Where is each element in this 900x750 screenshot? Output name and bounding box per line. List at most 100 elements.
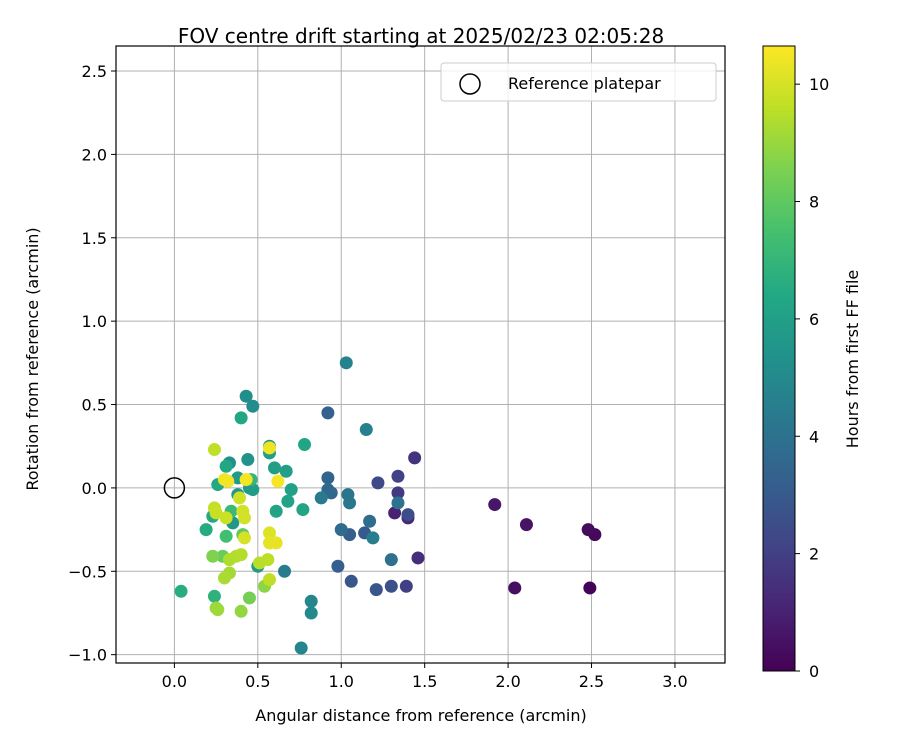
x-tick-label: 3.0: [662, 672, 687, 691]
data-point: [339, 356, 353, 370]
data-point: [304, 594, 318, 608]
y-tick-label: 0.0: [82, 479, 107, 498]
y-tick-label: 2.5: [82, 62, 107, 81]
x-tick-label: 0.0: [162, 672, 187, 691]
data-point: [241, 453, 255, 467]
x-tick-label: 0.5: [245, 672, 270, 691]
data-point: [583, 581, 597, 595]
colorbar-tick-label: 4: [809, 427, 819, 446]
colorbar-tick-label: 0: [809, 662, 819, 681]
data-point: [284, 483, 298, 497]
data-point: [239, 389, 253, 403]
legend: Reference platepar: [440, 62, 717, 102]
data-point: [343, 496, 357, 510]
x-tick-label: 2.0: [495, 672, 520, 691]
data-point: [363, 514, 377, 528]
data-point: [261, 553, 275, 567]
colorbar-ticks: 0 2 4 6 8 10: [795, 75, 829, 681]
colorbar: 0 2 4 6 8 10 Hours from first FF file: [762, 45, 862, 681]
data-point: [219, 459, 233, 473]
colorbar-tick-label: 8: [809, 193, 819, 212]
x-axis: 0.0 0.5 1.0 1.5 2.0 2.5 3.0: [162, 663, 688, 691]
data-point: [581, 523, 595, 537]
data-point: [369, 583, 383, 597]
data-point: [246, 483, 260, 497]
data-point: [391, 486, 405, 500]
data-point: [278, 564, 292, 578]
data-point: [488, 498, 502, 512]
legend-marker: [459, 73, 481, 95]
data-point: [399, 579, 413, 593]
data-point: [519, 518, 533, 532]
data-point: [234, 548, 248, 562]
y-tick-label: 0.5: [82, 396, 107, 415]
x-axis-label: Angular distance from reference (arcmin): [255, 706, 586, 725]
plot-frame: [115, 45, 726, 664]
data-point: [508, 581, 522, 595]
y-tick-label: 2.0: [82, 145, 107, 164]
data-point: [242, 591, 256, 605]
data-point: [207, 443, 221, 457]
data-point: [206, 549, 220, 563]
data-point: [359, 423, 373, 437]
data-point: [271, 474, 285, 488]
y-tick-label: 1.5: [82, 229, 107, 248]
data-point: [334, 523, 348, 537]
data-point: [314, 491, 328, 505]
data-point: [237, 531, 251, 545]
data-point: [408, 451, 422, 465]
data-point: [174, 584, 188, 598]
legend-box: [440, 62, 717, 102]
data-point: [366, 531, 380, 545]
x-tick-label: 1.5: [412, 672, 437, 691]
data-point: [321, 406, 335, 420]
data-point: [321, 471, 335, 485]
y-tick-label: 1.0: [82, 312, 107, 331]
data-point: [268, 461, 282, 475]
data-point: [217, 571, 231, 585]
colorbar-label: Hours from first FF file: [843, 270, 862, 449]
data-point: [234, 411, 248, 425]
data-point: [199, 523, 213, 537]
colorbar-tick-label: 6: [809, 310, 819, 329]
data-points: [174, 356, 602, 655]
data-point: [279, 464, 293, 478]
y-tick-label: −0.5: [68, 562, 107, 581]
data-point: [263, 526, 277, 540]
data-point: [263, 573, 277, 587]
y-axis-label: Rotation from reference (arcmin): [23, 227, 42, 490]
grid: [116, 46, 725, 663]
y-tick-label: −1.0: [68, 646, 107, 665]
data-point: [207, 589, 221, 603]
x-tick-label: 2.5: [579, 672, 604, 691]
data-point: [269, 536, 283, 550]
data-point: [298, 438, 312, 452]
data-point: [232, 491, 246, 505]
colorbar-gradient: [762, 45, 796, 672]
data-point: [384, 579, 398, 593]
data-point: [296, 503, 310, 517]
data-point: [331, 559, 345, 573]
colorbar-tick-label: 10: [809, 75, 829, 94]
data-point: [411, 551, 425, 565]
data-point: [263, 441, 277, 455]
reference-marker-layer: [163, 477, 186, 499]
colorbar-tick-label: 2: [809, 545, 819, 564]
data-point: [246, 399, 260, 413]
data-point: [237, 511, 251, 525]
data-point: [234, 604, 248, 618]
chart-title: FOV centre drift starting at 2025/02/23 …: [178, 24, 664, 48]
data-point: [211, 603, 225, 617]
data-point: [281, 494, 295, 508]
legend-label: Reference platepar: [508, 74, 661, 93]
data-point: [219, 529, 233, 543]
x-tick-label: 1.0: [329, 672, 354, 691]
data-point: [401, 508, 415, 522]
data-point: [209, 506, 223, 520]
data-point: [384, 553, 398, 567]
data-point: [391, 469, 405, 483]
data-point: [388, 506, 402, 520]
data-point: [219, 511, 233, 525]
data-point: [371, 476, 385, 490]
